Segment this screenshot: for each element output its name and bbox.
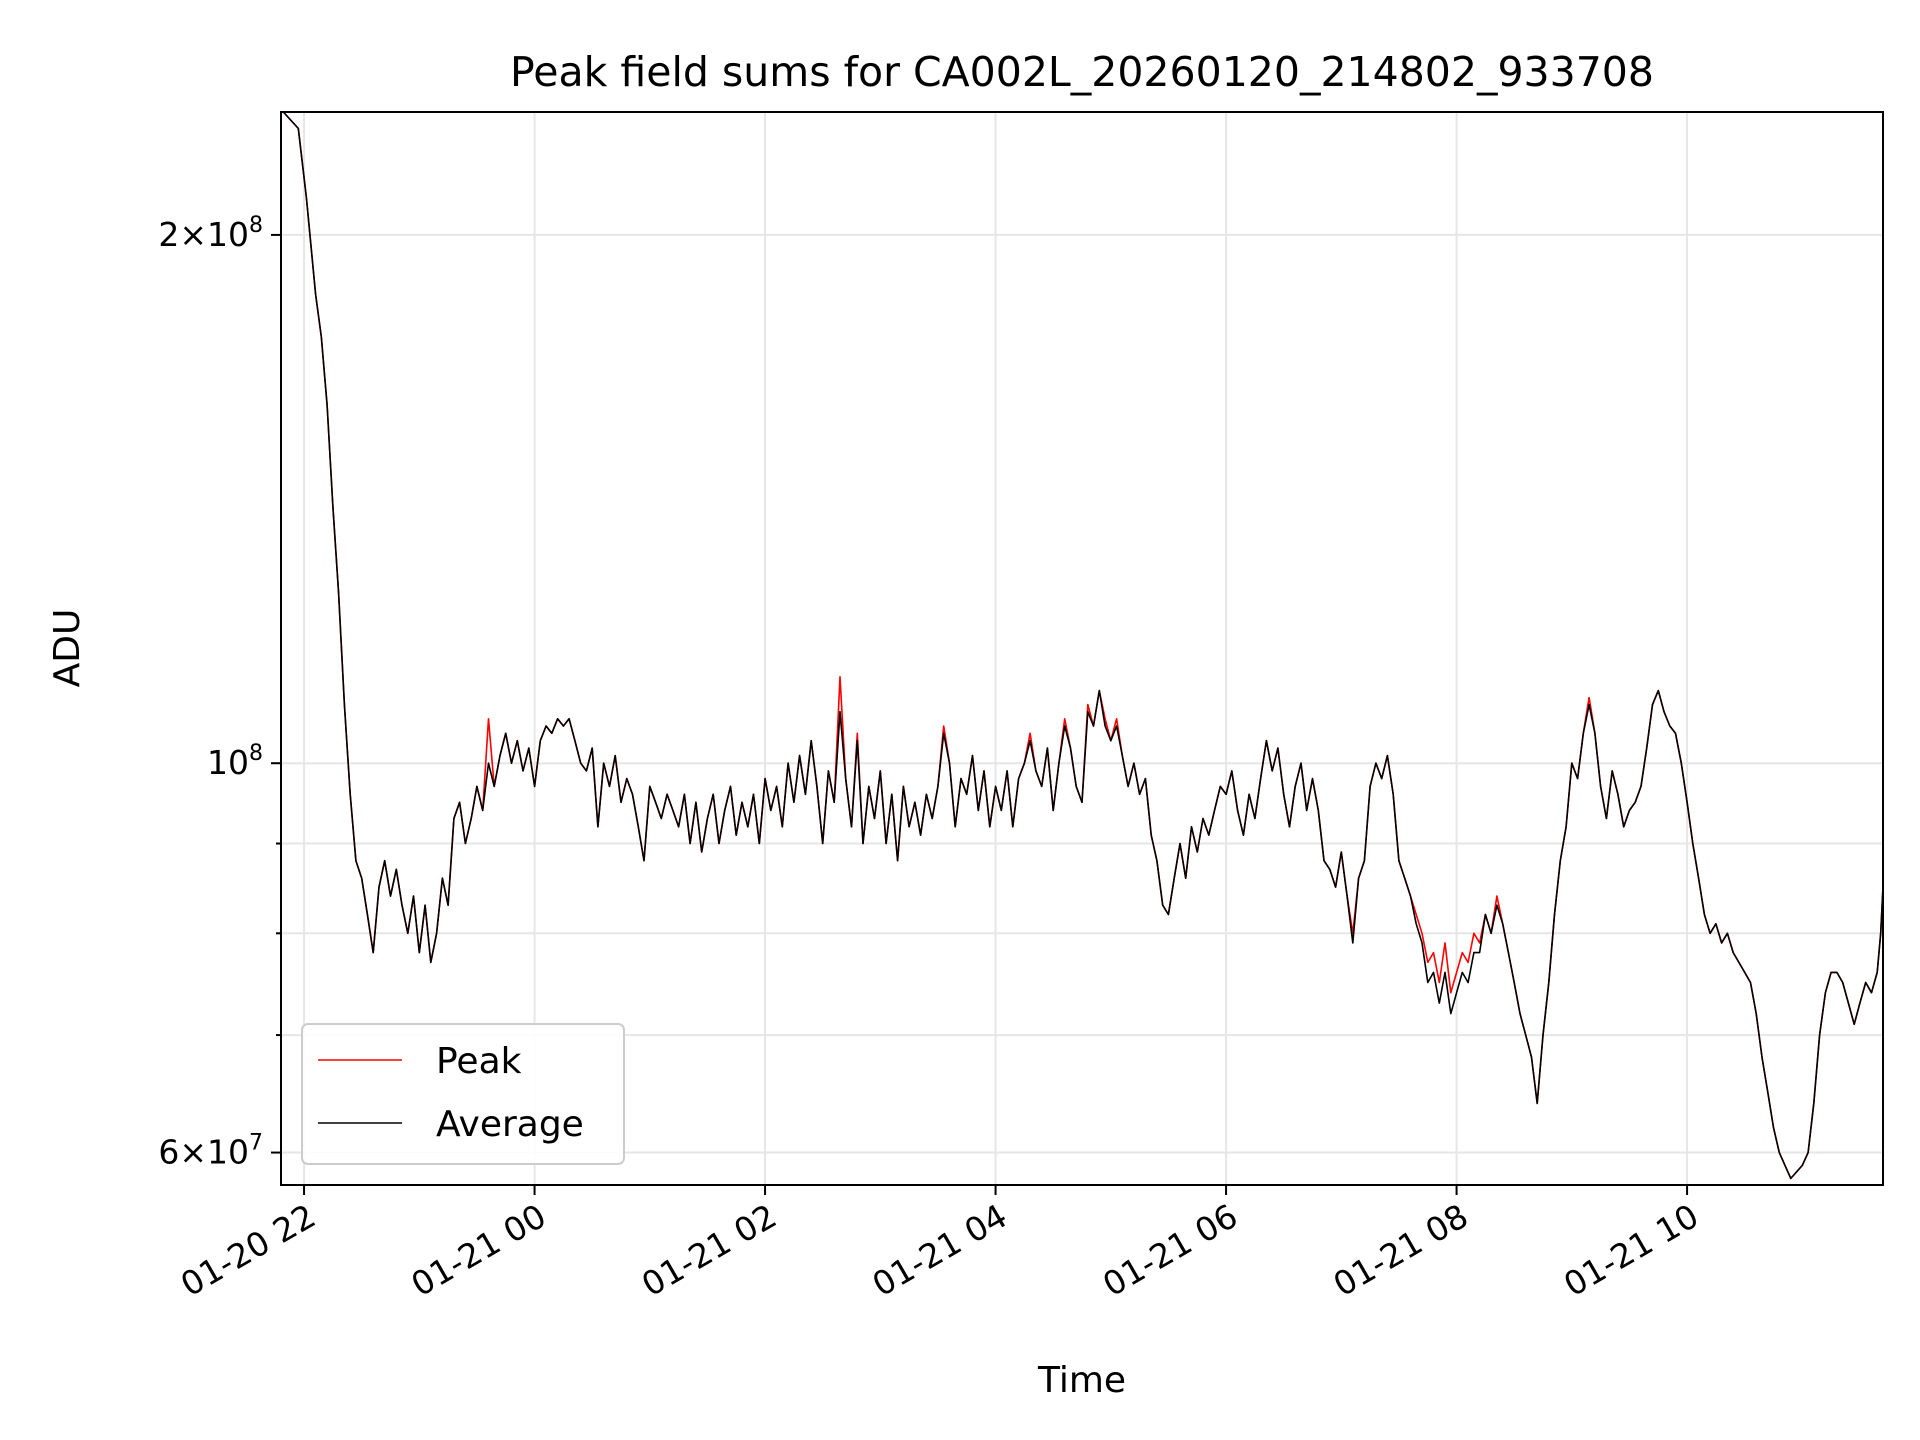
x-axis-label: Time xyxy=(1037,1360,1126,1401)
y-tick-label-1: 108 xyxy=(207,741,263,782)
series-layer xyxy=(282,111,1884,1180)
chart-title: Peak field sums for CA002L_20260120_2148… xyxy=(510,48,1654,96)
y-axis-label: ADU xyxy=(47,609,88,688)
series-line-average xyxy=(282,111,1884,1180)
legend: Peak Average xyxy=(301,1023,625,1165)
legend-box xyxy=(301,1023,625,1165)
y-tick-label-2: 6×107 xyxy=(158,1131,263,1172)
legend-label-peak: Peak xyxy=(436,1041,522,1082)
y-tick-label-0: 2×108 xyxy=(158,213,263,254)
plot-frame xyxy=(280,111,1884,1186)
legend-label-average: Average xyxy=(436,1104,584,1145)
